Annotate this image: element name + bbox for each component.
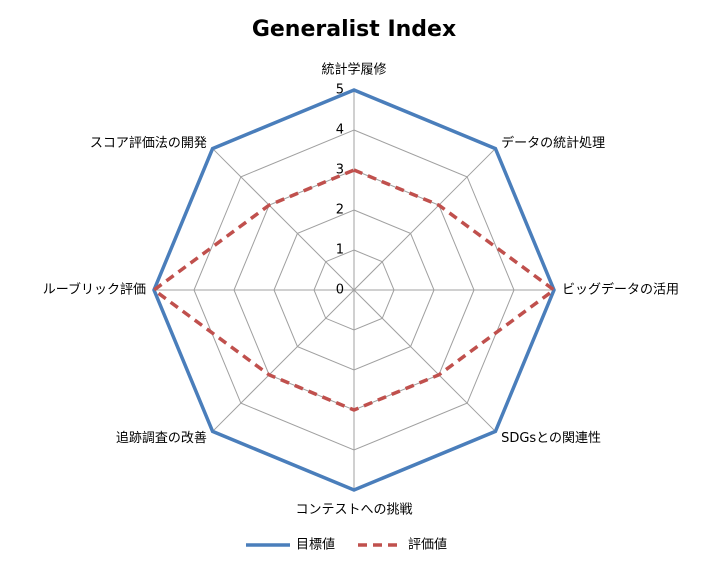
r-tick-label: 0 — [336, 283, 344, 298]
r-tick-label: 5 — [336, 83, 344, 98]
spoke — [353, 148, 496, 291]
spoke — [212, 289, 355, 432]
category-label: 追跡調査の改善 — [116, 430, 207, 446]
r-tick-label: 2 — [336, 203, 344, 218]
chart-title: Generalist Index — [252, 17, 456, 42]
r-tick-label: 1 — [336, 243, 344, 258]
category-label: ルーブリック評価 — [43, 282, 146, 298]
spoke — [212, 148, 355, 291]
series-line — [152, 88, 556, 492]
r-tick-label: 3 — [336, 163, 344, 178]
legend-label: 評価値 — [408, 537, 447, 553]
r-tick-label: 4 — [336, 123, 344, 138]
series-line — [151, 168, 557, 412]
category-label: スコア評価法の開発 — [90, 136, 207, 151]
category-label: コンテストへの挑戦 — [295, 503, 412, 518]
category-label: 統計学履修 — [321, 62, 386, 78]
category-label: ビッグデータの活用 — [562, 282, 679, 298]
category-label: SDGsとの関連性 — [501, 431, 601, 446]
spoke — [353, 289, 496, 432]
category-label: データの統計処理 — [501, 135, 605, 151]
legend-label: 目標値 — [296, 537, 335, 553]
